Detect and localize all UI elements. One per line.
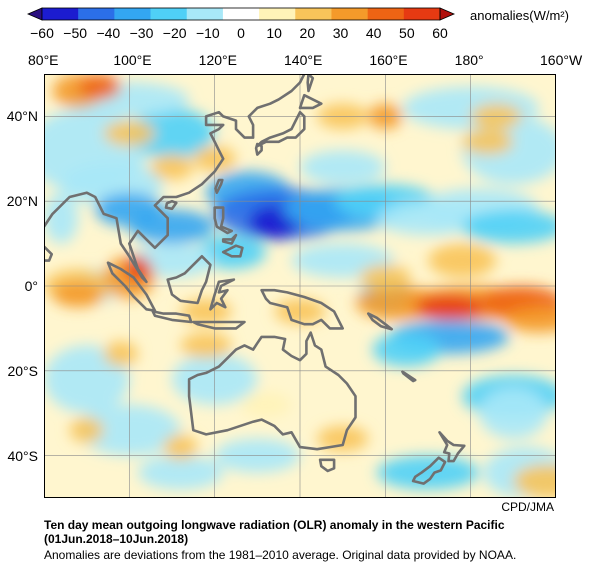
coastline-solomons — [366, 312, 394, 331]
olr-anomaly-map — [44, 74, 556, 498]
coastline-tasmania — [318, 458, 336, 473]
coastline-taiwan — [214, 178, 224, 194]
latitude-labels: 40°N 20°N 0° 20°S 40°S — [0, 0, 44, 570]
colorbar-swatch — [331, 8, 368, 20]
longitude-label: 140°E — [284, 52, 323, 68]
coastline-japan-hokkaido — [298, 93, 323, 110]
coastline-japan-kyushu — [254, 142, 263, 156]
coastline-luzon — [213, 206, 233, 235]
latitude-label: 0° — [24, 278, 38, 294]
anomaly-region — [372, 332, 441, 367]
coastline-java — [151, 310, 193, 324]
colorbar-tick-label: −20 — [163, 25, 187, 41]
longitude-labels: 80°E 100°E 120°E 140°E 160°E 180° 160°W — [0, 52, 600, 72]
anomaly-region — [52, 281, 104, 308]
coastline-new-guinea — [260, 288, 345, 330]
latitude-label: 20°S — [7, 362, 38, 379]
anomaly-region — [300, 150, 386, 185]
colorbar-tick-label: 50 — [399, 25, 415, 41]
anomaly-region — [376, 455, 480, 490]
anomaly-region — [44, 345, 130, 414]
anomaly-region — [163, 434, 198, 460]
colorbar-tick-label: 60 — [432, 25, 448, 41]
coastline-sri-lanka — [44, 244, 53, 262]
colorbar-swatch — [222, 8, 260, 20]
longitude-label: 160°W — [540, 52, 583, 68]
longitude-label: 120°E — [198, 52, 237, 68]
latitude-label: 40°S — [7, 447, 38, 464]
anomaly-region — [513, 464, 556, 498]
anomaly-region — [129, 209, 215, 244]
colorbar-tick-label: −40 — [96, 25, 120, 41]
coastline-nz-south — [411, 456, 447, 485]
latitude-label: 20°N — [6, 193, 38, 210]
colorbar-tick-label: 20 — [300, 25, 316, 41]
coastline-sakhalin — [306, 74, 315, 93]
anomaly-region — [428, 243, 497, 278]
map-gridlines — [44, 74, 556, 498]
data-note: Anomalies are deviations from the 1981–2… — [44, 548, 517, 562]
coastline-borneo — [166, 255, 212, 305]
longitude-label: 160°E — [369, 52, 408, 68]
coastline-mindanao — [221, 244, 244, 258]
anomaly-region — [479, 387, 548, 439]
longitude-label: 180° — [454, 52, 484, 68]
colorbar-tick-label: 30 — [333, 25, 349, 41]
coastline-lesser-sunda — [192, 320, 246, 330]
colorbar-swatch — [259, 8, 296, 20]
coastline-asia-coast — [44, 74, 306, 284]
colorbar-swatch — [114, 8, 151, 20]
coastline-new-caledonia — [401, 370, 417, 383]
colorbar-swatch — [42, 8, 79, 20]
period-label: (01Jun.2018–10Jun.2018) — [44, 532, 189, 546]
anomaly-region — [504, 307, 556, 333]
longitude-label: 100°E — [113, 52, 152, 68]
colorbar-swatch — [186, 8, 224, 20]
anomaly-region — [317, 425, 369, 452]
colorbar-swatch — [403, 8, 441, 20]
colorbar-tick-label: −30 — [130, 25, 154, 41]
coastlines — [44, 74, 466, 485]
colorbar-tick-label: −50 — [63, 25, 87, 41]
anomaly-region — [129, 107, 215, 159]
latitude-label: 40°N — [6, 108, 38, 125]
anomaly-region — [415, 294, 484, 320]
colorbar-tick-label: 40 — [366, 25, 382, 41]
colorbar-swatch — [367, 8, 405, 20]
colorbar-tick-label: 10 — [266, 25, 282, 41]
anomaly-region — [462, 129, 514, 155]
anomaly-region — [103, 341, 138, 367]
coastline-visayas — [221, 233, 238, 245]
coastline-sulawesi — [209, 278, 236, 311]
colorbar-legend: −60 −50 −40 −30 −20 −10 0 10 20 30 40 50 60 — [26, 7, 456, 41]
colorbar-swatch — [295, 8, 332, 20]
credit-label: CPD/JMA — [501, 500, 554, 514]
coastline-sumatra — [106, 261, 157, 312]
coastline-hainan — [164, 199, 178, 211]
anomaly-region — [78, 74, 121, 100]
map-title: Ten day mean outgoing longwave radiation… — [44, 518, 505, 532]
anomaly-region — [150, 154, 194, 180]
colorbar-tick-label: −60 — [30, 25, 54, 41]
anomaly-region — [69, 417, 104, 443]
coastline-japan-honshu — [256, 110, 306, 148]
coastline-australia — [187, 331, 357, 451]
anomaly-region — [137, 455, 224, 490]
anomaly-region — [44, 192, 79, 244]
longitude-label: 80°E — [28, 52, 59, 68]
map-panel — [44, 74, 556, 498]
map-frame — [44, 74, 556, 498]
anomaly-region — [240, 392, 292, 418]
colorbar-swatch — [150, 8, 188, 20]
colorbar-max-arrow — [439, 7, 456, 21]
colorbar-unit-label: anomalies(W/m²) — [470, 8, 569, 23]
colorbar-tick-label: 0 — [237, 25, 245, 41]
anomaly-region — [462, 209, 556, 244]
anomaly-region — [180, 332, 232, 359]
coastline-nz-north — [438, 430, 466, 463]
colorbar-swatch — [78, 8, 115, 20]
colorbar-tick-label: −10 — [196, 25, 220, 41]
